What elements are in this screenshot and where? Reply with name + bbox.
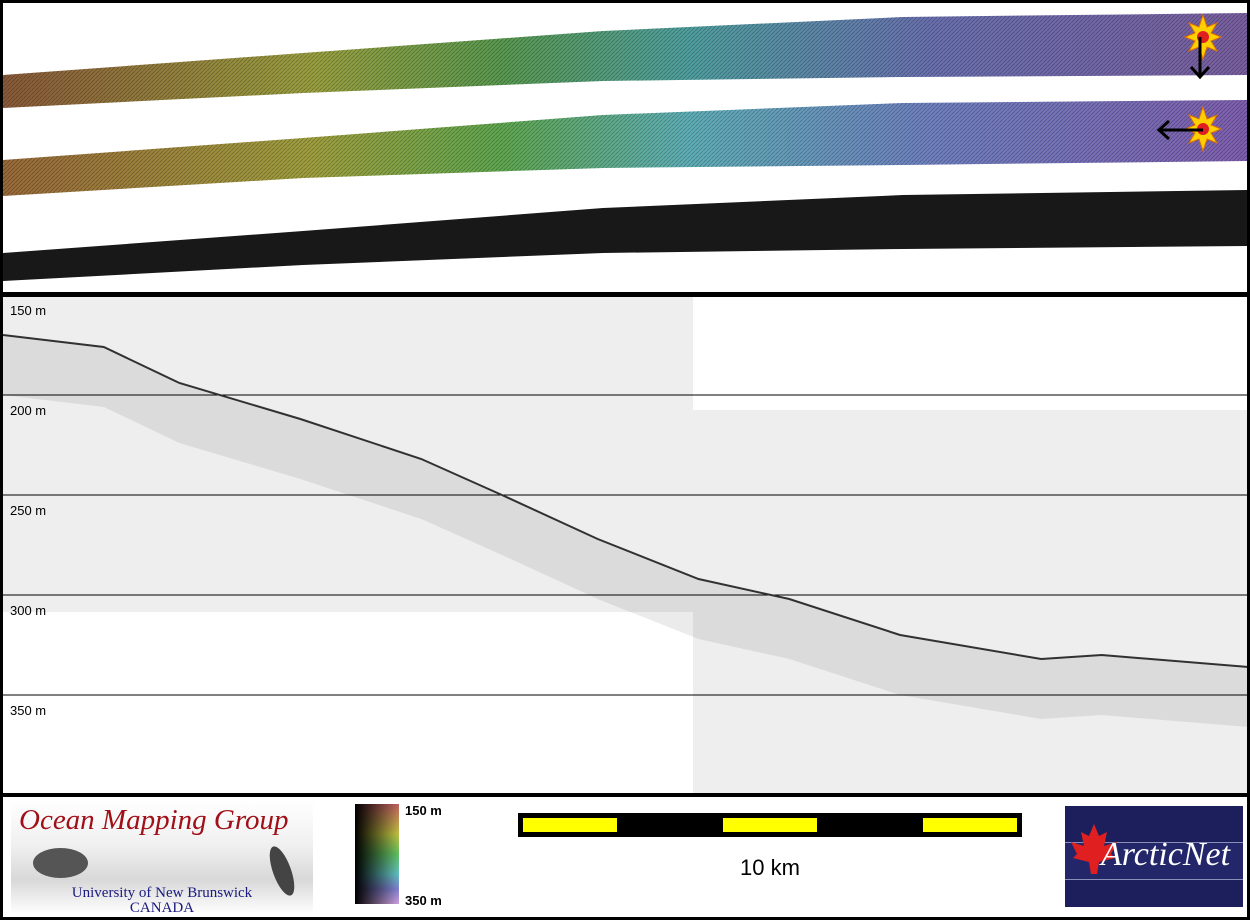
colorbar-bottom-label: 350 m bbox=[405, 893, 442, 908]
depth-label: 250 m bbox=[10, 503, 47, 518]
scale-bar-segment bbox=[523, 818, 617, 832]
swath-panel bbox=[3, 3, 1247, 292]
colorbar-top-label: 150 m bbox=[405, 803, 442, 818]
depth-label: 200 m bbox=[10, 403, 47, 418]
scale-bar-segment bbox=[723, 818, 817, 832]
arrow-down-icon bbox=[1189, 37, 1211, 80]
scale-bar bbox=[518, 813, 1022, 837]
arrow-left-icon bbox=[1156, 119, 1203, 141]
profile-background-left bbox=[3, 297, 693, 612]
seabed-scatter bbox=[3, 335, 1248, 727]
depth-profile-panel: 150 m 200 m 250 m 300 m 350 m bbox=[2, 297, 1248, 793]
omg-logo-title: Ocean Mapping Group bbox=[19, 804, 289, 836]
profile-background-right bbox=[693, 410, 1247, 793]
profile-plot bbox=[2, 297, 1248, 793]
swath-strip-backscatter bbox=[3, 190, 1247, 281]
depth-label: 150 m bbox=[10, 303, 47, 318]
arcticnet-logo-text: ArcticNet bbox=[1101, 836, 1231, 873]
depth-label: 350 m bbox=[10, 703, 47, 718]
swath-strips bbox=[3, 13, 1247, 281]
arcticnet-logo: ArcticNet bbox=[1065, 806, 1243, 907]
scale-bar-segment bbox=[923, 818, 1017, 832]
maple-leaf-icon bbox=[1071, 824, 1117, 874]
depth-colorbar bbox=[355, 804, 399, 904]
ocean-mapping-group-logo: Ocean Mapping Group University of New Br… bbox=[11, 800, 313, 916]
omg-logo-line2: CANADA bbox=[129, 900, 195, 916]
sun-icon bbox=[1183, 13, 1223, 61]
footer-panel: Ocean Mapping Group University of New Br… bbox=[3, 797, 1247, 917]
omg-logo-line1: University of New Brunswick bbox=[71, 885, 253, 901]
ship-icon bbox=[33, 848, 88, 878]
scale-bar-label: 10 km bbox=[740, 855, 800, 880]
depth-label: 300 m bbox=[10, 603, 47, 618]
seabed-line bbox=[2, 334, 1248, 668]
